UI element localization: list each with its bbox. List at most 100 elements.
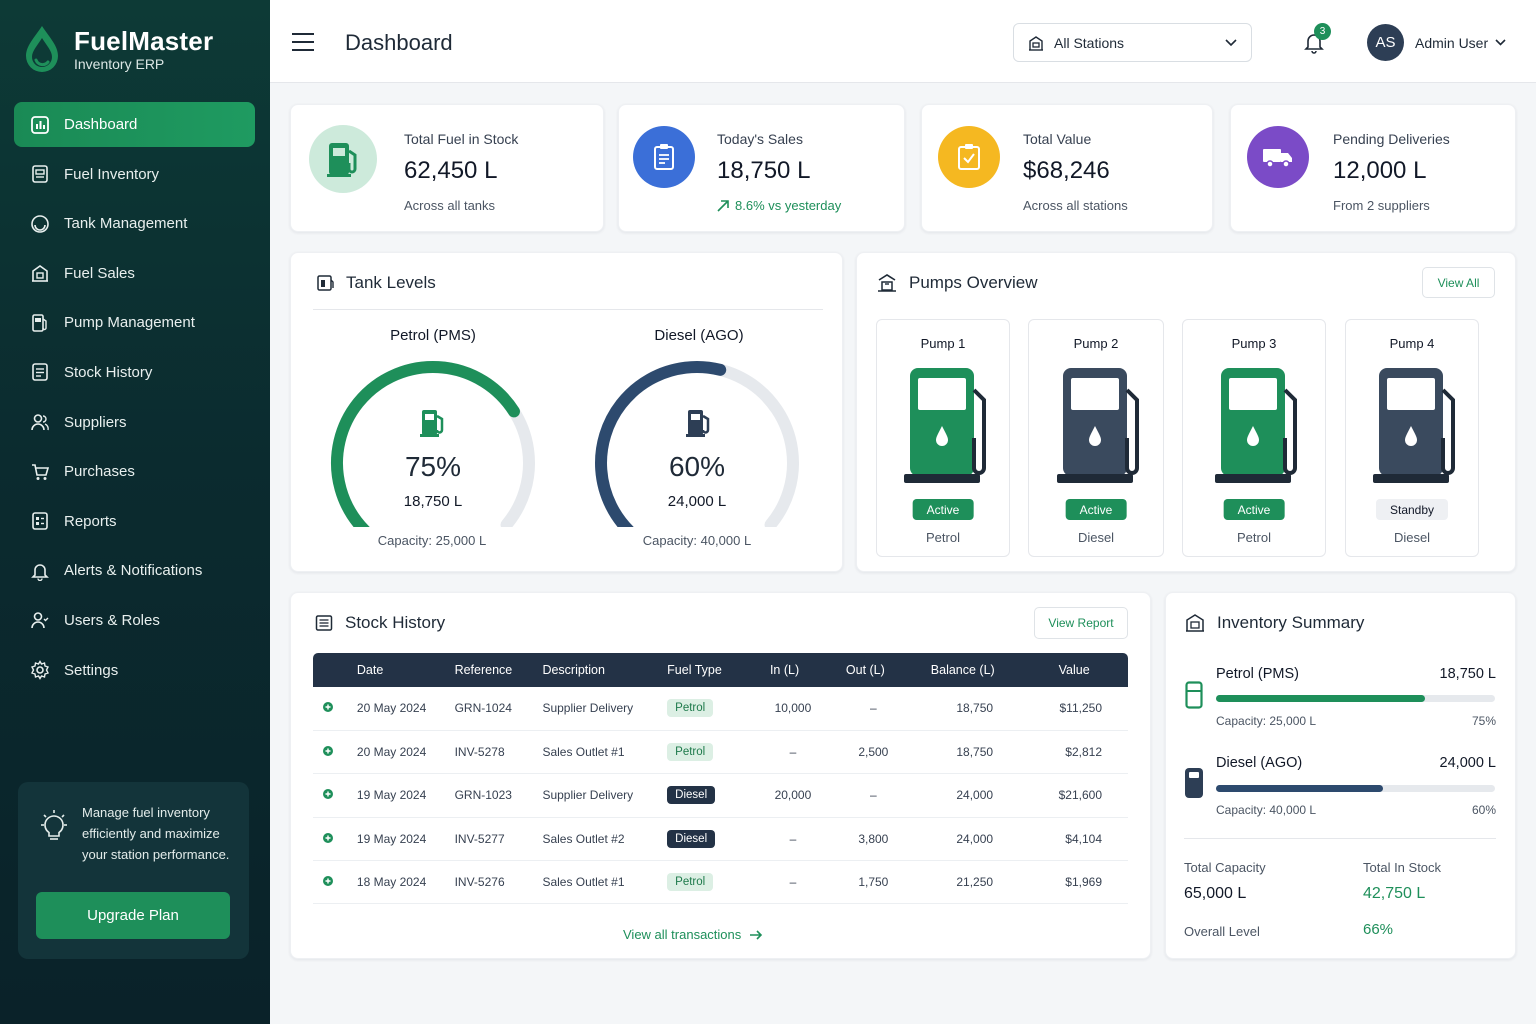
pumps-overview-card: Pumps Overview View All Pump 1 Active Pe… [856,252,1516,572]
inventory-item-name: Diesel (AGO) [1216,755,1303,771]
table-row[interactable]: 20 May 2024 GRN-1024 Supplier Delivery Petr… [313,687,1128,731]
lightbulb-icon [41,810,67,840]
sidebar-item-fuel-inventory[interactable]: Fuel Inventory [14,152,255,197]
kpi-label: Pending Deliveries [1333,131,1450,147]
brand-name: FuelMaster [74,26,214,56]
table-row[interactable]: 19 May 2024 GRN-1023 Supplier Delivery Dies… [313,773,1128,818]
sidebar-item-users-roles[interactable]: Users & Roles [14,598,255,643]
table-header[interactable]: Value [1058,663,1090,677]
tank-icon [1185,681,1203,709]
sidebar-item-label: Settings [64,661,119,679]
fuel-pump-icon [1057,368,1139,483]
brand-subtitle: Inventory ERP [74,56,165,72]
total-in-stock-value: 42,750 L [1363,885,1426,902]
sales-icon [32,265,48,283]
table-cell: Diesel [667,773,770,818]
total-in-stock-label: Total In Stock [1363,860,1442,875]
hamburger-menu-icon[interactable] [292,33,314,51]
table-cell: 18 May 2024 [356,860,455,905]
pump-name: Pump 3 [1231,336,1277,351]
view-all-pumps-button[interactable]: View All [1422,267,1495,298]
tank-levels-card: Tank Levels Petrol (PMS) 75% 18,750 L Ca… [290,252,843,572]
inventory-progress-fill [1216,695,1426,702]
upgrade-plan-button[interactable]: Upgrade Plan [36,892,230,939]
pump-fuel-type: Petrol [926,530,960,545]
table-cell: – [845,773,931,818]
reports-icon [32,512,48,531]
table-header[interactable]: Out (L) [845,663,885,677]
table-cell: INV-5278 [454,730,543,775]
sidebar-item-fuel-sales[interactable]: Fuel Sales [14,251,255,296]
table-cell: 18,750 [930,687,1059,731]
chevron-down-icon [1225,38,1237,46]
gauge-amount: 24,000 L [667,493,727,510]
user-name[interactable]: Admin User [1415,35,1489,51]
overall-level-value: 66% [1363,921,1394,938]
topbar: Dashboard All Stations 3 AS Admin User [270,0,1536,83]
dashboard-icon [31,115,49,134]
view-report-button[interactable]: View Report [1034,607,1128,639]
kpi-card-total-fuel[interactable]: Total Fuel in Stock 62,450 L Across all … [290,104,604,232]
table-header[interactable]: Date [356,663,384,677]
sidebar-item-reports[interactable]: Reports [14,499,255,544]
station-select[interactable]: All Stations [1013,23,1252,62]
sidebar-item-suppliers[interactable]: Suppliers [14,400,255,445]
bell-icon [31,564,49,581]
sidebar-item-label: Users & Roles [64,611,160,629]
row-indicator-cell [313,860,357,905]
kpi-label: Total Value [1023,131,1092,147]
sidebar-item-tank-management[interactable]: Tank Management [14,201,255,246]
history-list-icon [315,615,333,631]
kpi-subtext: Across all stations [1023,198,1128,213]
row-indicator-cell [313,730,357,775]
sidebar-item-purchases[interactable]: Purchases [14,449,255,494]
table-header[interactable]: Reference [454,663,513,677]
inventory-item-capacity: Capacity: 40,000 L [1216,803,1317,817]
pump-card-1[interactable]: Pump 1 Active Petrol [876,319,1010,557]
table-header[interactable]: Fuel Type [667,663,722,677]
table-row[interactable]: 20 May 2024 INV-5278 Sales Outlet #1 Petrol… [313,730,1128,775]
table-cell: Sales Outlet #2 [542,817,668,862]
kpi-card-total-value[interactable]: Total Value $68,246 Across all stations [921,104,1213,232]
sidebar-item-label: Fuel Inventory [64,165,160,183]
inventory-progress-bar [1216,785,1495,792]
sidebar-item-label: Suppliers [64,413,127,431]
plus-circle-icon [323,746,333,757]
trend-up-icon [717,199,729,212]
row-indicator-cell [313,817,357,862]
fuel-drop-logo-icon [26,26,58,72]
table-cell: Petrol [667,730,770,775]
pumps-overview-title: Pumps Overview [877,273,1037,293]
total-capacity-label: Total Capacity [1184,860,1266,875]
pump-status-badge: Standby [1375,499,1449,520]
table-header[interactable]: In (L) [769,663,800,677]
gauge-percent: 60% [668,451,726,482]
table-cell: 2,500 [845,730,931,775]
kpi-card-pending-deliveries[interactable]: Pending Deliveries 12,000 L From 2 suppl… [1230,104,1516,232]
view-all-transactions-link[interactable]: View all transactions [623,927,763,942]
kpi-card-todays-sales[interactable]: Today's Sales 18,750 L 8.6% vs yesterday [618,104,905,232]
table-row[interactable]: 19 May 2024 INV-5277 Sales Outlet #2 Diesel… [313,817,1128,862]
sidebar-item-dashboard[interactable]: Dashboard [14,102,255,147]
pump-card-2[interactable]: Pump 2 Active Diesel [1028,319,1164,557]
gauge-label: Diesel (AGO) [654,327,744,344]
inventory-summary-title: Inventory Summary [1185,613,1364,633]
chevron-down-icon[interactable] [1495,39,1506,46]
inventory-item-amount: 24,000 L [1439,755,1496,771]
sidebar-item-alerts[interactable]: Alerts & Notifications [14,548,255,593]
sidebar-item-pump-management[interactable]: Pump Management [14,300,255,345]
avatar[interactable]: AS [1367,24,1404,61]
gauge-amount: 18,750 L [403,493,463,510]
pump-card-4[interactable]: Pump 4 Standby Diesel [1345,319,1479,557]
inventory-item-capacity: Capacity: 25,000 L [1216,714,1317,728]
fuel-pump-icon [686,410,710,437]
table-header[interactable]: Description [542,663,605,677]
sidebar-item-stock-history[interactable]: Stock History [14,350,255,395]
inventory-summary-card: Inventory Summary Petrol (PMS) 18,750 L … [1165,592,1516,959]
brand[interactable]: FuelMaster Inventory ERP [22,24,213,74]
notification-count-badge: 3 [1314,23,1331,40]
sidebar-item-settings[interactable]: Settings [14,648,255,693]
table-row[interactable]: 18 May 2024 INV-5276 Sales Outlet #1 Petrol… [313,860,1128,905]
table-header[interactable]: Balance (L) [930,663,995,677]
pump-card-3[interactable]: Pump 3 Active Petrol [1182,319,1326,557]
